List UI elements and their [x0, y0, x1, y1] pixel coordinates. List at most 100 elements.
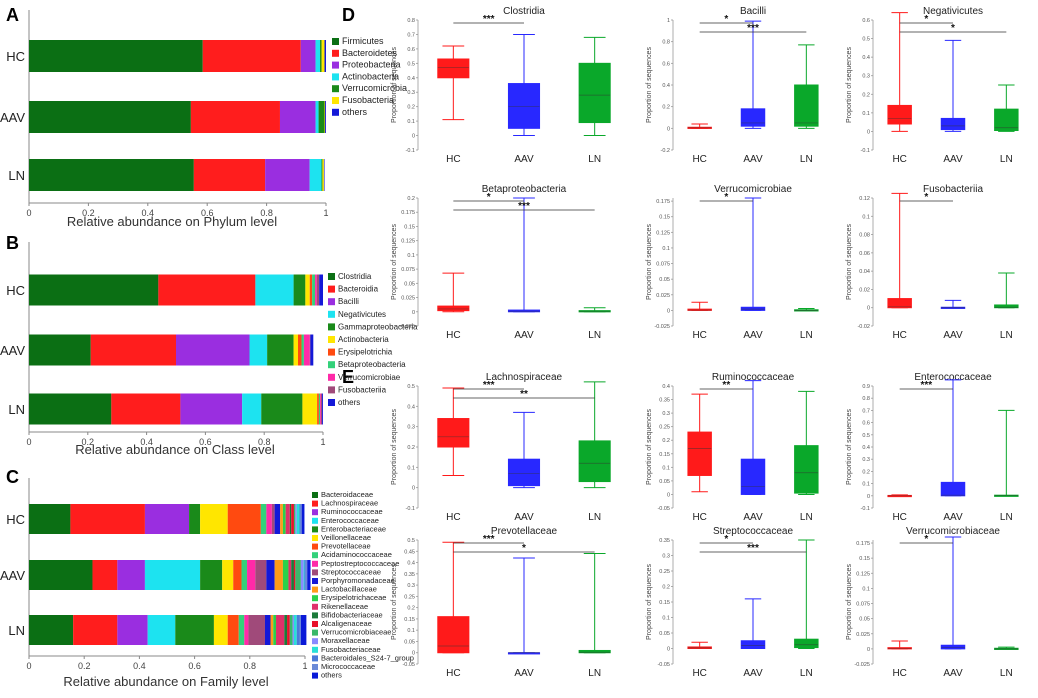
bar-segment-A-AAV	[325, 101, 326, 133]
bar-segment-C-HC	[291, 504, 294, 534]
y-tick-label-D2: 0.6	[662, 61, 670, 67]
bar-segment-C-LN	[73, 615, 118, 645]
sig-label-E2: **	[722, 380, 730, 391]
y-tick-label-D6: 0.02	[859, 287, 870, 293]
legend-swatch-C	[312, 595, 318, 602]
plot-title-D1: Clostridia	[503, 6, 545, 17]
bar-segment-B-HC	[309, 274, 313, 306]
y-tick-label-D4: 0	[412, 310, 415, 316]
category-label-E5-HC: HC	[692, 668, 706, 679]
legend-label-C: Veillonellaceae	[321, 533, 371, 542]
bar-segment-C-AAV	[117, 560, 145, 590]
bar-segment-C-HC	[299, 504, 301, 534]
legend-label-A: Verrucomicrobia	[342, 83, 407, 93]
y-tick-label-E6: 0.1	[862, 586, 870, 592]
y-tick-label-D2: 0.2	[662, 105, 670, 111]
y-tick-label-E2: 0.25	[659, 425, 670, 431]
sig-label-E6: *	[924, 534, 928, 545]
y-tick-label-E2: 0.3	[662, 411, 670, 417]
sig-label-D6: *	[924, 192, 928, 203]
category-label-E1-AAV: AAV	[514, 512, 534, 523]
bar-segment-C-HC	[289, 504, 292, 534]
bar-segment-B-LN	[322, 393, 323, 425]
bar-segment-B-LN	[318, 393, 321, 425]
bar-segment-C-LN	[300, 615, 307, 645]
x-tick-label-C: 0	[26, 661, 31, 671]
legend-swatch-B	[328, 323, 335, 331]
bar-segment-C-AAV	[266, 560, 275, 590]
legend-swatch-B	[328, 373, 335, 381]
y-tick-label-E4: 0.35	[404, 572, 415, 578]
legend-swatch-B	[328, 310, 335, 318]
y-tick-label-E5: 0.15	[659, 600, 670, 606]
bar-segment-B-AAV	[309, 334, 311, 366]
box-E4-HC	[437, 616, 470, 654]
y-axis-label-D4: Proportion of sequences	[391, 224, 398, 300]
bar-segment-C-HC	[200, 504, 228, 534]
bar-segment-C-LN	[238, 615, 245, 645]
y-tick-label-D3: 0.4	[862, 55, 870, 61]
category-label-E2-AAV: AAV	[743, 512, 763, 523]
x-tick-label-A: 0.2	[82, 208, 95, 218]
bar-segment-A-LN	[193, 159, 266, 191]
legend-swatch-B	[328, 285, 335, 293]
category-label-D3-HC: HC	[892, 154, 906, 165]
bar-segment-B-AAV	[249, 334, 268, 366]
category-label-E3-LN: LN	[1000, 512, 1013, 523]
bar-segment-C-HC	[296, 504, 300, 534]
bar-segment-C-AAV	[288, 560, 292, 590]
legend-swatch-C	[312, 646, 318, 653]
x-tick-label-B: 1	[320, 437, 325, 447]
bar-segment-B-LN	[242, 393, 262, 425]
x-tick-label-A: 0.4	[142, 208, 155, 218]
legend-label-B: Clostridia	[338, 272, 372, 281]
y-tick-label-E1: 0.5	[407, 384, 415, 390]
legend-swatch-B	[328, 361, 335, 369]
y-tick-label-E3: 0.9	[862, 384, 870, 390]
y-tick-label-E5: 0.05	[659, 631, 670, 637]
y-tick-label-E3: 0	[867, 494, 870, 500]
sig-label-D2: ***	[747, 23, 759, 34]
y-tick-label-D1: 0.2	[407, 105, 415, 111]
y-tick-label-E4: 0.25	[404, 594, 415, 600]
category-label-D1-AAV: AAV	[514, 154, 534, 165]
bar-segment-B-AAV	[310, 334, 314, 366]
y-tick-label-D5: 0.025	[656, 293, 670, 299]
bar-segment-C-LN	[289, 615, 293, 645]
legend-swatch-C	[312, 560, 318, 567]
y-tick-label-E2: 0.35	[659, 398, 670, 404]
bar-segment-C-HC	[295, 504, 297, 534]
y-tick-label-D4: -0.025	[399, 324, 415, 330]
legend-label-B: Gammaproteobacteria	[338, 322, 418, 331]
legend-swatch-A	[332, 61, 339, 69]
bar-segment-A-LN	[321, 159, 323, 191]
bar-segment-A-AAV	[318, 101, 325, 133]
bar-segment-C-AAV	[274, 560, 283, 590]
y-axis-label-D2: Proportion of sequences	[646, 47, 653, 123]
category-label-D5-LN: LN	[800, 330, 813, 341]
x-tick-label-B: 0.6	[199, 437, 212, 447]
legend-swatch-C	[312, 638, 318, 645]
y-tick-label-E2: 0.05	[659, 479, 670, 485]
y-tick-label-E5: 0.2	[662, 585, 670, 591]
x-axis-label-B: Relative abundance on Class level	[75, 442, 275, 457]
x-tick-label-B: 0.8	[258, 437, 271, 447]
y-tick-label-E4: 0.1	[407, 628, 415, 634]
category-label-E5-AAV: AAV	[743, 668, 763, 679]
bar-segment-C-LN	[227, 615, 239, 645]
legend-swatch-A	[332, 97, 339, 104]
bar-segment-C-HC	[280, 504, 283, 534]
category-label-C: AAV	[0, 568, 25, 583]
y-tick-label-E6: 0.025	[856, 632, 870, 638]
y-tick-label-E4: 0.05	[404, 639, 415, 645]
bar-segment-C-LN	[147, 615, 176, 645]
y-tick-label-E1: 0.4	[407, 404, 415, 410]
y-tick-label-E1: -0.1	[406, 506, 415, 512]
bar-segment-B-AAV	[90, 334, 176, 366]
sig-label-D3: *	[951, 23, 955, 34]
y-tick-label-E4: -0.05	[402, 662, 415, 668]
y-axis-label-E5: Proportion of sequences	[646, 564, 653, 640]
y-axis-label-E1: Proportion of sequences	[391, 409, 398, 485]
x-axis-label-A: Relative abundance on Phylum level	[67, 214, 277, 229]
bar-segment-C-HC	[70, 504, 145, 534]
